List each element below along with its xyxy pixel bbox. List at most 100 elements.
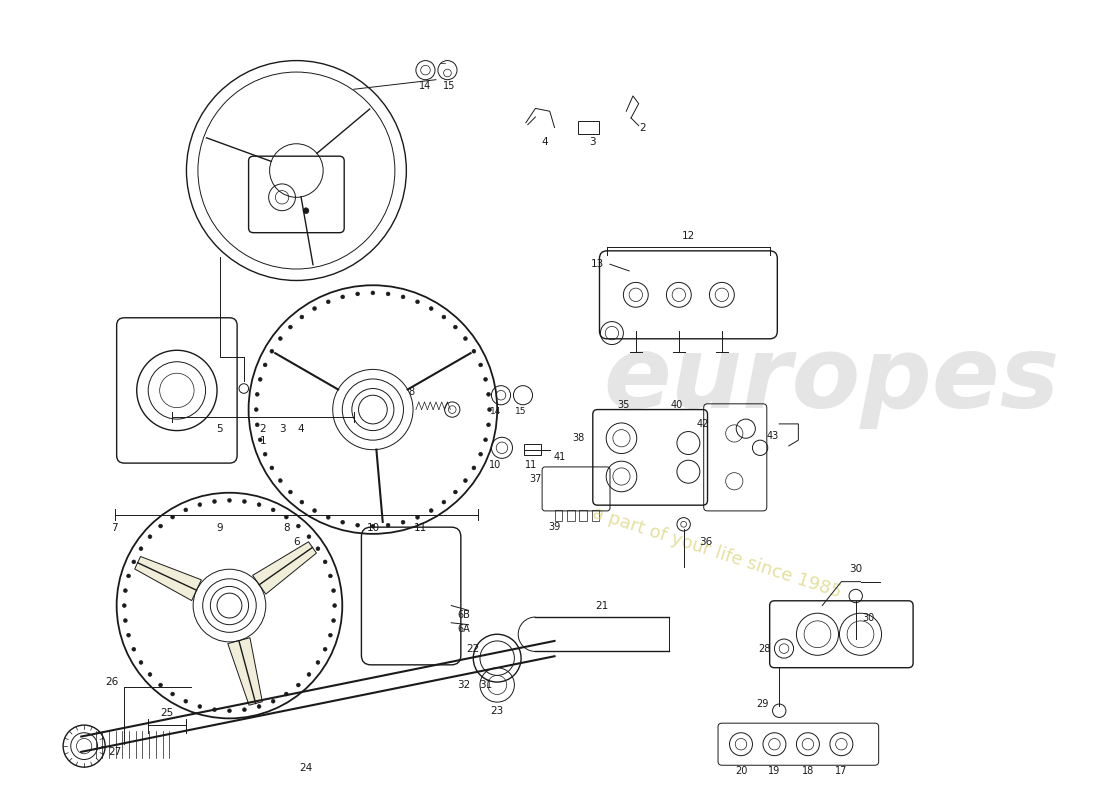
Circle shape (327, 515, 330, 519)
Circle shape (329, 634, 332, 637)
Text: 41: 41 (553, 452, 565, 462)
Text: europes: europes (604, 332, 1060, 430)
Text: 18: 18 (802, 766, 814, 776)
Circle shape (442, 315, 446, 319)
Text: 6B: 6B (458, 610, 470, 620)
Text: 22: 22 (466, 643, 480, 654)
Text: 17: 17 (835, 766, 848, 776)
Circle shape (255, 393, 260, 396)
Circle shape (296, 683, 300, 687)
Text: 35: 35 (617, 400, 629, 410)
Circle shape (272, 699, 275, 703)
Circle shape (484, 378, 487, 382)
Circle shape (453, 490, 458, 494)
Circle shape (212, 499, 217, 503)
Text: 3: 3 (590, 137, 596, 147)
Text: 24: 24 (299, 763, 312, 773)
Circle shape (307, 534, 311, 538)
Circle shape (472, 350, 476, 353)
Circle shape (258, 378, 262, 382)
Circle shape (126, 574, 131, 578)
Circle shape (285, 692, 288, 696)
Text: 31: 31 (480, 680, 493, 690)
Circle shape (453, 325, 458, 329)
Text: 43: 43 (767, 431, 779, 442)
Text: 38: 38 (572, 434, 584, 443)
Text: 30: 30 (849, 564, 862, 574)
Bar (524, 444, 541, 455)
Circle shape (212, 708, 217, 711)
Circle shape (312, 509, 317, 513)
Circle shape (158, 683, 163, 687)
Text: 14: 14 (419, 82, 431, 91)
Text: 20: 20 (735, 766, 747, 776)
Circle shape (386, 523, 390, 527)
Circle shape (257, 705, 261, 708)
Circle shape (402, 520, 405, 524)
Circle shape (288, 490, 293, 494)
Text: 11: 11 (525, 460, 537, 470)
Circle shape (263, 452, 267, 456)
Text: 37: 37 (529, 474, 541, 484)
Circle shape (242, 708, 246, 711)
Circle shape (300, 315, 304, 319)
Circle shape (486, 393, 491, 396)
Text: 40: 40 (671, 400, 683, 410)
Text: 8: 8 (284, 523, 290, 533)
Circle shape (478, 452, 483, 456)
Bar (580, 510, 587, 522)
Circle shape (296, 524, 300, 528)
Text: 2: 2 (260, 424, 266, 434)
Circle shape (486, 423, 491, 426)
Circle shape (270, 350, 274, 353)
Circle shape (270, 466, 274, 470)
Text: 30: 30 (862, 613, 874, 623)
Circle shape (416, 515, 419, 519)
Circle shape (158, 524, 163, 528)
Circle shape (132, 647, 135, 651)
Text: 14: 14 (490, 407, 500, 416)
Circle shape (316, 546, 320, 550)
Circle shape (255, 423, 260, 426)
Circle shape (254, 408, 258, 411)
Text: 15: 15 (443, 82, 455, 91)
Text: 29: 29 (756, 699, 768, 709)
Circle shape (355, 292, 360, 296)
Circle shape (148, 673, 152, 676)
Circle shape (123, 589, 128, 593)
Text: 4: 4 (541, 137, 548, 147)
Circle shape (429, 509, 433, 513)
Circle shape (263, 363, 267, 367)
Circle shape (316, 661, 320, 664)
Text: 10: 10 (490, 460, 502, 470)
Bar (579, 121, 600, 134)
Text: 4: 4 (298, 424, 305, 434)
Circle shape (272, 508, 275, 512)
Text: 15: 15 (515, 407, 527, 416)
Text: 3: 3 (278, 424, 285, 434)
Circle shape (184, 699, 188, 703)
Text: 39: 39 (549, 522, 561, 532)
Circle shape (341, 520, 344, 524)
Circle shape (332, 604, 337, 607)
Circle shape (228, 709, 231, 713)
Circle shape (242, 499, 246, 503)
Text: 42: 42 (696, 419, 708, 429)
Circle shape (288, 325, 293, 329)
Circle shape (184, 508, 188, 512)
Circle shape (402, 295, 405, 299)
Text: 1: 1 (260, 436, 266, 446)
Circle shape (386, 292, 390, 296)
Text: 8: 8 (408, 387, 415, 398)
Circle shape (341, 295, 344, 299)
Circle shape (332, 589, 336, 593)
Circle shape (285, 515, 288, 519)
Circle shape (198, 705, 201, 708)
Text: 9: 9 (217, 523, 223, 533)
Circle shape (463, 478, 467, 482)
Circle shape (371, 524, 375, 528)
Text: 10: 10 (366, 523, 379, 533)
Circle shape (487, 408, 492, 411)
Circle shape (304, 208, 309, 214)
Text: 26: 26 (106, 677, 119, 687)
